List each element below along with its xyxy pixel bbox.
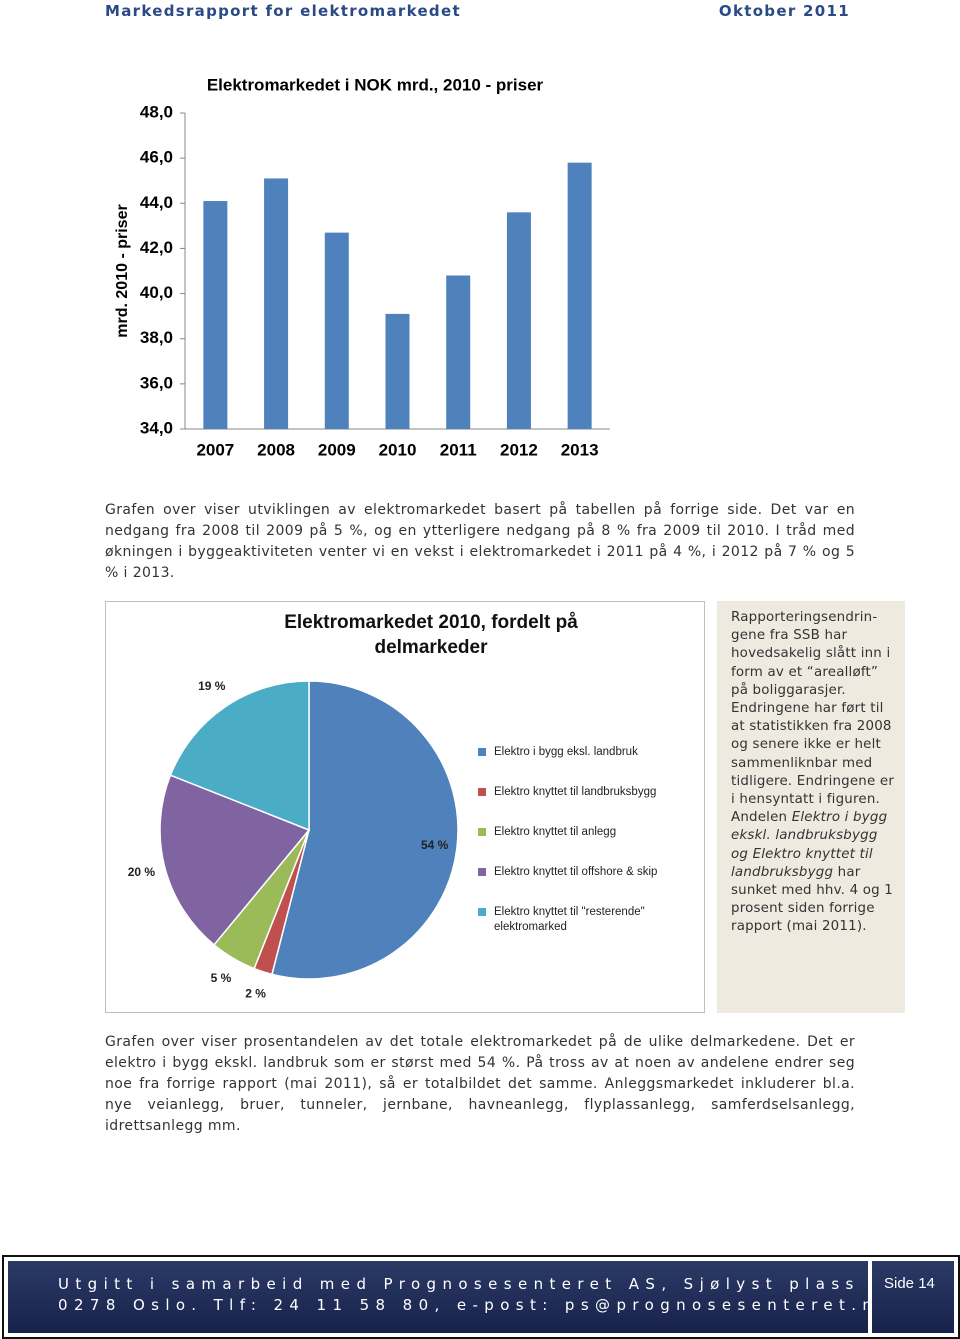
x-tick-label: 2012 [500,440,538,459]
sidebar-note: Rapporteringsendrin-gene fra SSB har hov… [717,601,905,1013]
y-tick-label: 38,0 [140,328,173,347]
data-label: 54 % [421,838,449,852]
legend-item: Elektro knyttet til anlegg [476,825,694,840]
chart-title: Elektromarkedet i NOK mrd., 2010 - prise… [207,75,544,94]
paragraph: Grafen over viser utviklingen av elektro… [105,502,855,581]
legend-label: Elektro knyttet til anlegg [494,826,617,838]
legend-label: Elektro i bygg eksl. landbruk [494,746,638,758]
bar [264,178,289,429]
bar [385,313,410,429]
y-tick-label: 42,0 [140,238,173,257]
pie-slice [169,680,310,832]
bar [324,232,349,429]
y-tick-label: 44,0 [140,193,173,212]
bar [446,275,471,429]
x-tick-label: 2011 [440,440,477,459]
data-label: 2 % [245,987,266,1001]
y-axis-label: mrd. 2010 - priser [114,204,131,337]
legend-item: Elektro i bygg eksl. landbruk [476,745,694,760]
legend-label: Elektro knyttet til landbruksbygg [494,786,657,798]
legend-item: Elektro knyttet til offshore & skip [476,865,694,880]
pie-slice [159,774,311,946]
sidebar-text: har sunket med hhv. 4 og 1 prosent siden… [731,864,894,935]
legend-item: Elektro knyttet til landbruksbygg [476,785,694,800]
sidebar-text: Elektro knyttet til landbruksbygg [731,846,873,880]
footer: Utgitt i samarbeid med Prognosesenteret … [2,1255,960,1339]
legend-swatch [478,748,486,756]
chart-title: Elektromarkedet 2010, fordelt på delmark… [284,612,578,658]
pie-slice [271,680,459,980]
x-tick-label: 2008 [257,440,295,459]
header-date: Oktober 2011 [718,2,850,20]
data-label: 20 % [128,865,156,879]
paragraph: Grafen over viser prosentandelen av det … [105,1034,855,1134]
legend-item: Elektro knyttet til "resterende" elektro… [476,905,694,935]
legend-swatch [478,788,486,796]
y-tick-label: 34,0 [140,418,173,437]
x-tick-label: 2009 [318,440,356,459]
sidebar-text: Rapporteringsendrin-gene fra SSB har hov… [731,610,895,826]
y-tick-label: 46,0 [140,148,173,167]
legend-label: Elektro knyttet til offshore & skip [494,866,658,878]
legend-label: Elektro knyttet til "resterende" elektro… [494,906,645,933]
x-tick-label: 2007 [196,440,234,459]
bar [567,162,592,429]
data-label: 5 % [211,971,232,985]
x-tick-label: 2013 [561,440,599,459]
bar-chart: Elektromarkedet i NOK mrd., 2010 - prise… [114,75,610,459]
pie-chart-box: Elektromarkedet 2010, fordelt på delmark… [105,601,705,1013]
header-title: Markedsrapport for elektromarkedet [105,2,461,20]
page-number: Side 14 [884,1275,935,1292]
legend-swatch [478,868,486,876]
y-tick-label: 36,0 [140,373,173,392]
footer-band: Utgitt i samarbeid med Prognosesenteret … [8,1261,892,1333]
sidebar-text: og [731,846,753,862]
bar [506,212,531,429]
bar [203,201,228,429]
y-tick-label: 48,0 [140,102,173,121]
sidebar-text: Elektro i bygg ekskl. landbruksbygg [731,810,888,844]
pie-chart: 54 % 2 % 5 % 20 % 19 % [128,679,459,1001]
footer-line: Utgitt i samarbeid med Prognosesenteret … [58,1275,899,1293]
x-tick-label: 2010 [379,440,417,459]
legend-swatch [478,828,486,836]
legend-swatch [478,908,486,916]
data-label: 19 % [198,679,226,693]
y-tick-label: 40,0 [140,283,173,302]
footer-page-band: Side 14 [872,1261,954,1333]
footer-line: 0278 Oslo. Tlf: 24 11 58 80, e-post: ps@… [58,1296,894,1314]
